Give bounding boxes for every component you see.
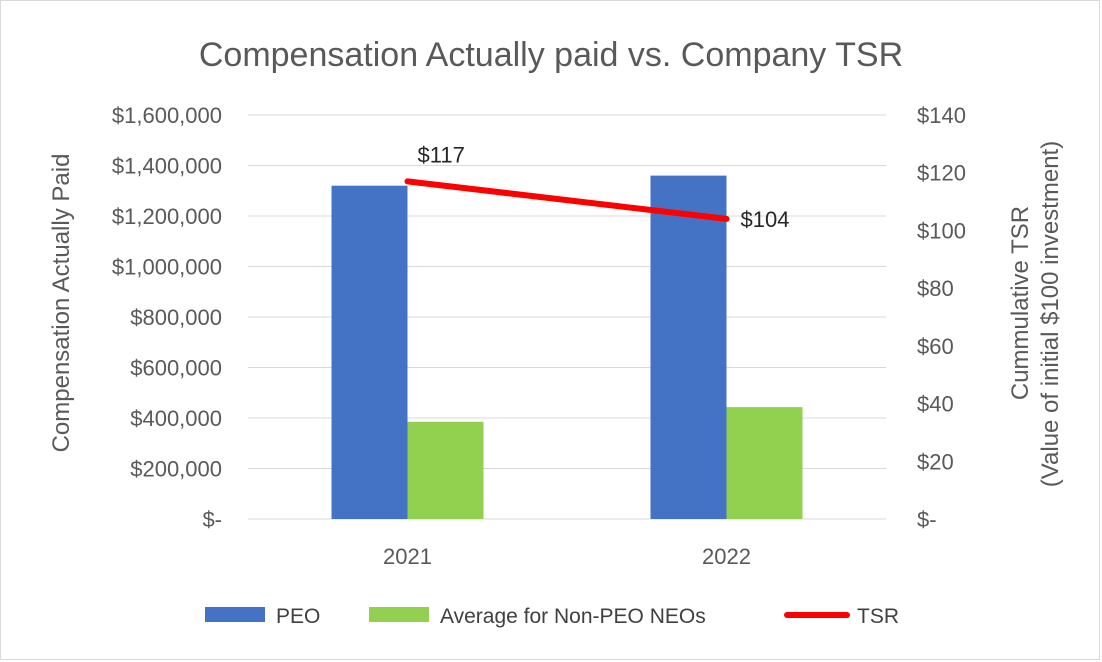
- right-axis-title-line2: (Value of initial $100 investment): [1037, 141, 1064, 487]
- left-axis-title: Compensation Actually Paid: [48, 154, 75, 453]
- legend: PEO Average for Non-PEO NEOs TSR: [205, 605, 899, 628]
- x-axis-tick-label: 2021: [383, 544, 432, 569]
- right-axis-title-line1: Cummulative TSR: [1007, 206, 1034, 400]
- bars: [331, 175, 803, 519]
- legend-label-peo: PEO: [276, 605, 320, 628]
- x-axis-tick-label: 2022: [702, 544, 751, 569]
- tsr-data-label: $104: [741, 207, 790, 232]
- chart-title: Compensation Actually paid vs. Company T…: [199, 36, 903, 74]
- tsr-line: [404, 178, 730, 222]
- legend-swatch-peo: [205, 607, 265, 622]
- right-axis-tick-label: $-: [917, 507, 937, 532]
- left-axis-tick-label: $1,200,000: [112, 204, 222, 229]
- right-axis-tick-label: $60: [917, 334, 954, 359]
- bar-peo: [331, 185, 408, 519]
- right-axis-ticks: $- $20 $40 $60 $80 $100 $120 $140: [917, 103, 966, 532]
- left-axis-tick-label: $800,000: [130, 305, 222, 330]
- left-axis-tick-label: $400,000: [130, 406, 222, 431]
- right-axis-tick-label: $120: [917, 161, 966, 186]
- right-axis-tick-label: $100: [917, 218, 966, 243]
- bar-non-peo-neos: [407, 421, 484, 519]
- right-axis-tick-label: $20: [917, 449, 954, 474]
- right-axis-tick-label: $140: [917, 103, 966, 128]
- left-axis-tick-label: $1,000,000: [112, 255, 222, 280]
- legend-label-non-peo-neos: Average for Non-PEO NEOs: [440, 605, 706, 628]
- bar-non-peo-neos: [726, 407, 803, 519]
- x-axis-ticks: 2021 2022: [383, 544, 751, 569]
- legend-label-tsr: TSR: [857, 605, 899, 628]
- left-axis-ticks: $- $200,000 $400,000 $600,000 $800,000 $1,000…: [112, 103, 222, 532]
- left-axis-tick-label: $200,000: [130, 457, 222, 482]
- right-axis-tick-label: $80: [917, 276, 954, 301]
- bar-peo: [650, 175, 727, 519]
- left-axis-tick-label: $1,400,000: [112, 154, 222, 179]
- left-axis-tick-label: $600,000: [130, 356, 222, 381]
- left-axis-tick-label: $-: [202, 507, 222, 532]
- legend-swatch-non-peo-neos: [369, 607, 429, 622]
- left-axis-tick-label: $1,600,000: [112, 103, 222, 128]
- right-axis-tick-label: $40: [917, 392, 954, 417]
- tsr-line-group: $117 $104: [404, 142, 790, 232]
- tsr-data-label: $117: [418, 142, 465, 167]
